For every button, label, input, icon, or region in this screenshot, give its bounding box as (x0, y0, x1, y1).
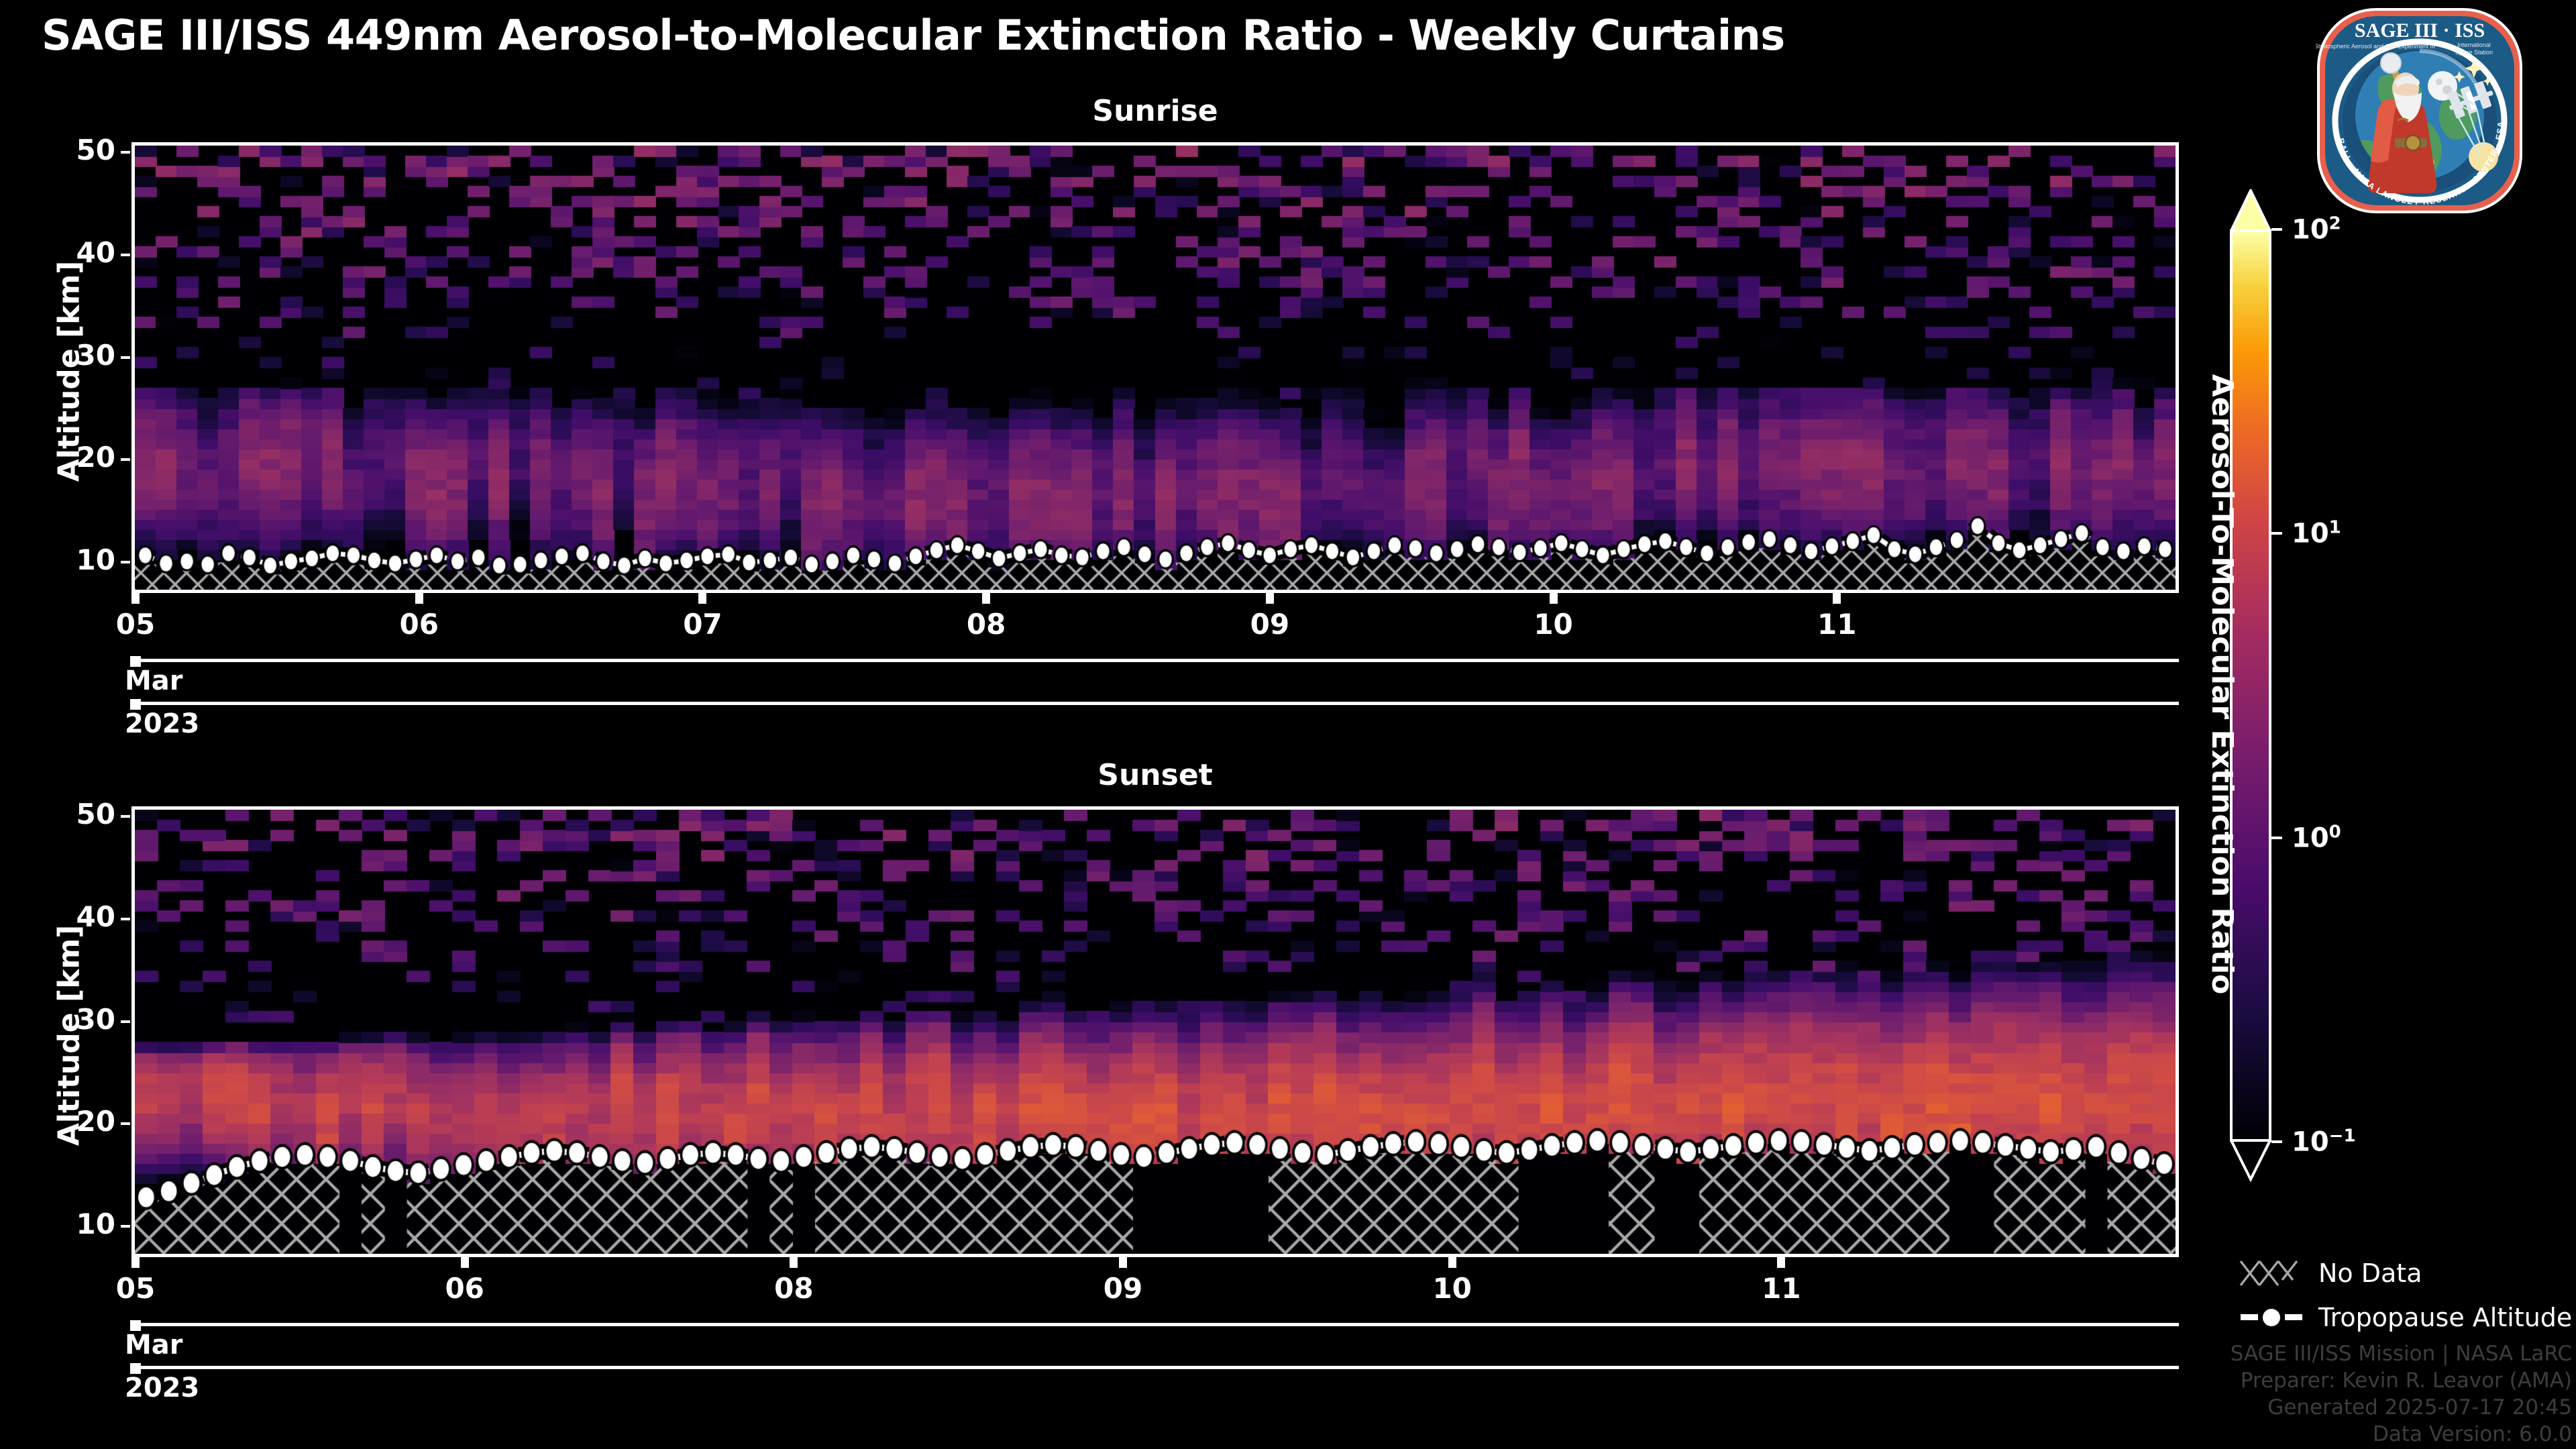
y-axis-tick-mark (121, 1020, 130, 1023)
colorbar-extend-bottom (2230, 1142, 2271, 1182)
axis-month-row-line (131, 1323, 2179, 1326)
x-axis-tick-label: 11 (1817, 608, 1857, 641)
x-axis-tick-mark (1777, 1257, 1786, 1268)
axis-year-row-label: 2023 (125, 1373, 200, 1403)
y-axis-tick-label: 40 (76, 900, 115, 933)
axis-month-row-line (131, 659, 2179, 662)
y-axis-tick-mark (121, 815, 130, 818)
x-axis-tick-label: 09 (1250, 608, 1290, 641)
x-axis-tick-mark (1265, 593, 1274, 604)
y-axis-tick-mark (121, 151, 130, 154)
x-axis-tick-mark (982, 593, 991, 604)
y-axis-tick-mark (121, 918, 130, 920)
logo-subtitle-left: Stratospheric Aerosol and Gas Experiment… (2316, 43, 2435, 50)
colorbar-tick-label: 10−1 (2292, 1126, 2356, 1158)
axis-year-row-tick (130, 1363, 141, 1374)
logo-subtitle-right-1: International (2457, 42, 2491, 48)
footer-line-preparer: Preparer: Kevin R. Leavor (AMA) (2240, 1368, 2572, 1393)
colorbar-tick-mark (2271, 1140, 2282, 1143)
x-axis-tick-label: 10 (1534, 608, 1573, 641)
x-axis-tick-mark (1833, 593, 1841, 604)
x-axis-tick-mark (1448, 1257, 1456, 1268)
x-axis-tick-label: 10 (1432, 1272, 1472, 1305)
x-axis-tick-mark (460, 1257, 469, 1268)
y-axis-tick-mark (121, 356, 130, 359)
y-axis-tick-mark (121, 458, 130, 462)
x-axis-tick-mark (790, 1257, 798, 1268)
y-axis-tick-label: 40 (76, 236, 115, 269)
y-axis-tick-label: 10 (76, 543, 115, 577)
footer-credits: SAGE III/ISS Mission | NASA LaRC Prepare… (1968, 1340, 2572, 1448)
y-axis-tick-label: 20 (76, 1105, 115, 1138)
legend-item-tropopause: Tropopause Altitude (2239, 1299, 2572, 1336)
footer-line-version: Data Version: 6.0.0 (2372, 1422, 2572, 1446)
legend: No Data Tropopause Altitude (2239, 1254, 2572, 1343)
footer-line-mission: SAGE III/ISS Mission | NASA LaRC (2230, 1342, 2572, 1366)
x-axis-tick-mark (131, 1257, 140, 1268)
legend-label-tropopause: Tropopause Altitude (2318, 1303, 2573, 1332)
x-axis-tick-mark (415, 593, 423, 604)
colorbar-axis-label: Aerosol-To-Molecular Extinction Ratio (2205, 374, 2239, 995)
y-axis-tick-mark (121, 1225, 130, 1228)
legend-label-no-data: No Data (2318, 1258, 2422, 1288)
axis-month-row-tick (130, 656, 141, 667)
axis-month-row-label: Mar (125, 665, 183, 696)
x-axis-tick-label: 11 (1762, 1272, 1801, 1305)
axis-month-row-label: Mar (125, 1330, 183, 1360)
colorbar-extend-bottom-outline (2230, 1140, 2271, 1182)
x-axis-tick-mark (698, 593, 707, 604)
sage3-iss-mission-patch-logo: SAGE III · ISS Stratospheric Aerosol and… (2312, 0, 2524, 215)
y-axis-tick-label: 30 (76, 338, 115, 372)
mission-patch-svg: SAGE III · ISS Stratospheric Aerosol and… (2312, 0, 2522, 213)
x-axis-tick-mark (1119, 1257, 1128, 1268)
heatmap-panel-sunset[interactable] (131, 806, 2179, 1257)
colorbar-gradient (2230, 229, 2271, 1142)
footer-line-generated: Generated 2025-07-17 20:45 (2267, 1395, 2572, 1419)
colorbar-tick-label: 101 (2292, 517, 2341, 549)
axis-year-row-label: 2023 (125, 708, 200, 739)
legend-item-no-data: No Data (2239, 1254, 2561, 1292)
x-axis-tick-mark (1549, 593, 1558, 604)
y-axis-tick-mark (121, 254, 130, 256)
colorbar-extend-top (2230, 189, 2271, 231)
logo-title-text: SAGE III · ISS (2355, 19, 2485, 42)
hatch-icon (2239, 1258, 2304, 1288)
axis-month-row-tick (130, 1320, 141, 1331)
colorbar-tick-mark (2271, 228, 2282, 231)
x-axis-tick-label: 06 (445, 1272, 484, 1305)
logo-subtitle-right-2: Space Station (2455, 49, 2493, 56)
x-axis-tick-label: 07 (683, 608, 722, 641)
page-title: SAGE III/ISS 449nm Aerosol-to-Molecular … (42, 11, 1785, 60)
axis-year-row-line (131, 702, 2179, 705)
x-axis-tick-label: 08 (966, 608, 1006, 641)
y-axis-tick-label: 50 (76, 798, 115, 831)
y-axis-tick-label: 50 (76, 133, 115, 167)
x-axis-tick-label: 06 (399, 608, 439, 641)
axis-year-row-line (131, 1366, 2179, 1369)
heatmap-canvas-sunrise (135, 146, 2176, 590)
y-axis-tick-label: 10 (76, 1208, 115, 1241)
axis-year-row-tick (130, 699, 141, 710)
panel-title-sunset: Sunset (1097, 758, 1213, 792)
colorbar-extend-top-outline (2230, 189, 2271, 231)
dashed-marker-line-icon (2239, 1303, 2304, 1332)
colorbar-tick-label: 100 (2292, 821, 2341, 854)
x-axis-tick-label: 05 (115, 1272, 156, 1305)
y-axis-tick-mark (121, 561, 130, 564)
heatmap-panel-sunrise[interactable] (131, 142, 2179, 593)
colorbar-tick-label: 102 (2292, 213, 2341, 246)
x-axis-tick-mark (131, 593, 140, 604)
y-axis-tick-label: 20 (76, 441, 115, 474)
panel-title-sunrise: Sunrise (1092, 94, 1218, 128)
x-axis-tick-label: 09 (1103, 1272, 1143, 1305)
colorbar[interactable]: 102 101 100 10−1 (2230, 189, 2356, 1182)
colorbar-tick-mark (2271, 836, 2282, 839)
y-axis-tick-label: 30 (76, 1002, 115, 1036)
x-axis-tick-label: 05 (115, 608, 156, 641)
heatmap-canvas-sunset (135, 810, 2176, 1254)
y-axis-tick-mark (121, 1122, 130, 1126)
colorbar-tick-mark (2271, 532, 2282, 535)
x-axis-tick-label: 08 (774, 1272, 814, 1305)
